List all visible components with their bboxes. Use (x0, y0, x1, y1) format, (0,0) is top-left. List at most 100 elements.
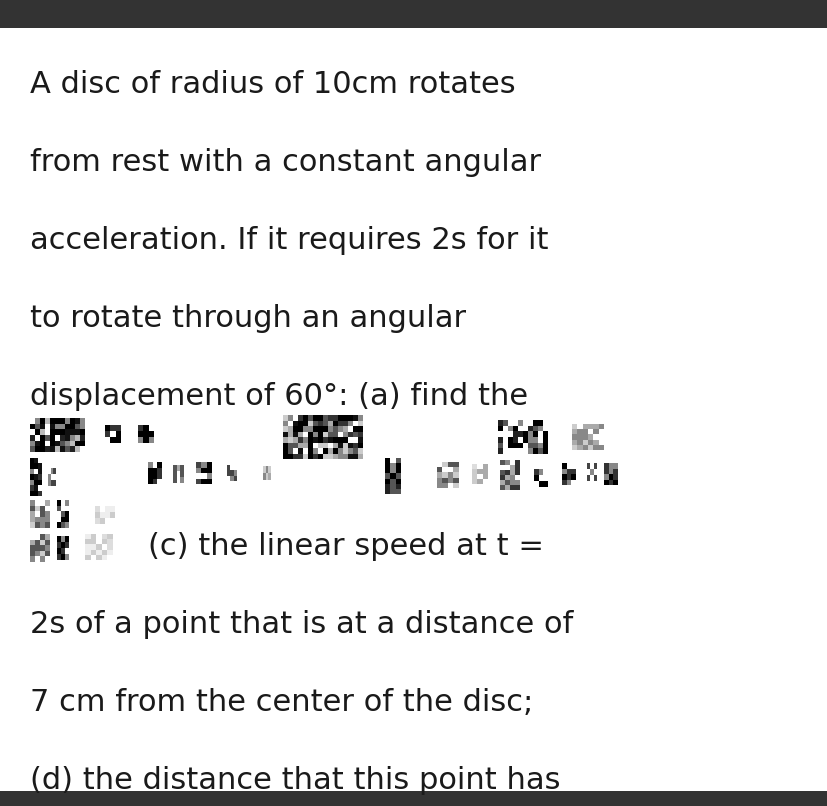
Bar (34, 491, 38, 496)
Bar (293, 431, 298, 438)
Bar (337, 454, 343, 459)
Bar (598, 434, 604, 440)
Bar (293, 421, 298, 426)
Bar (53, 468, 56, 474)
Bar (176, 465, 180, 472)
Bar (38, 491, 42, 496)
Bar (34, 480, 38, 485)
Bar (497, 442, 503, 449)
Bar (576, 439, 582, 445)
Bar (590, 475, 593, 481)
Bar (395, 473, 401, 479)
Bar (500, 485, 504, 490)
Bar (75, 430, 80, 435)
Bar (347, 426, 353, 432)
Bar (323, 426, 327, 432)
Bar (45, 424, 50, 430)
Bar (562, 468, 566, 474)
Bar (65, 548, 69, 555)
Bar (90, 544, 97, 550)
Bar (582, 424, 587, 430)
Bar (513, 431, 518, 438)
Bar (201, 462, 207, 467)
Bar (65, 430, 70, 435)
Bar (40, 539, 45, 546)
Bar (35, 511, 41, 517)
Bar (571, 424, 577, 430)
Text: to rotate through an angular: to rotate through an angular (30, 304, 466, 333)
Bar (500, 465, 504, 470)
Bar (533, 437, 538, 443)
Bar (390, 479, 395, 484)
Bar (38, 485, 42, 491)
Bar (35, 534, 41, 540)
Bar (590, 463, 593, 469)
Bar (293, 437, 298, 442)
Bar (385, 489, 390, 494)
Bar (502, 437, 508, 443)
Bar (453, 472, 459, 478)
Bar (571, 439, 577, 445)
Bar (352, 437, 358, 442)
Bar (298, 442, 303, 448)
Bar (40, 435, 45, 441)
Bar (30, 480, 34, 485)
Bar (385, 458, 390, 463)
Bar (90, 555, 97, 560)
Bar (442, 467, 447, 472)
Bar (65, 517, 69, 522)
Bar (30, 500, 36, 506)
Bar (313, 415, 318, 421)
Bar (514, 465, 519, 470)
Bar (308, 448, 313, 454)
Bar (30, 474, 34, 480)
Bar (502, 431, 508, 438)
Bar (509, 475, 514, 480)
Bar (85, 555, 91, 560)
Bar (293, 448, 298, 454)
Bar (50, 480, 54, 486)
Bar (40, 505, 45, 512)
Bar (180, 471, 184, 477)
Bar (533, 475, 538, 481)
Bar (152, 479, 157, 484)
Bar (30, 418, 36, 424)
Bar (95, 512, 100, 518)
Bar (543, 431, 547, 438)
Bar (57, 517, 61, 522)
Bar (303, 448, 308, 454)
Bar (60, 424, 65, 430)
Bar (102, 534, 108, 539)
Bar (50, 441, 55, 447)
Bar (582, 445, 587, 451)
Bar (603, 468, 608, 474)
Bar (571, 480, 576, 485)
Bar (40, 550, 45, 557)
Bar (337, 421, 343, 426)
Bar (586, 469, 590, 476)
Bar (385, 463, 390, 468)
Bar (502, 442, 508, 449)
Text: (c) the linear speed at t =: (c) the linear speed at t = (148, 532, 543, 561)
Bar (70, 418, 75, 424)
Bar (85, 544, 91, 550)
Bar (385, 484, 390, 489)
Bar (40, 447, 45, 452)
Bar (45, 522, 50, 528)
Bar (288, 442, 293, 448)
Bar (233, 471, 237, 476)
Bar (528, 437, 533, 443)
Bar (61, 505, 65, 512)
Bar (105, 518, 110, 524)
Bar (196, 467, 201, 473)
Bar (100, 506, 105, 513)
Bar (518, 426, 523, 432)
Bar (152, 467, 157, 473)
Bar (268, 473, 270, 480)
Bar (102, 555, 108, 560)
Bar (504, 470, 509, 476)
Bar (482, 469, 488, 474)
Bar (108, 544, 113, 550)
Bar (40, 430, 45, 435)
Bar (497, 437, 503, 443)
